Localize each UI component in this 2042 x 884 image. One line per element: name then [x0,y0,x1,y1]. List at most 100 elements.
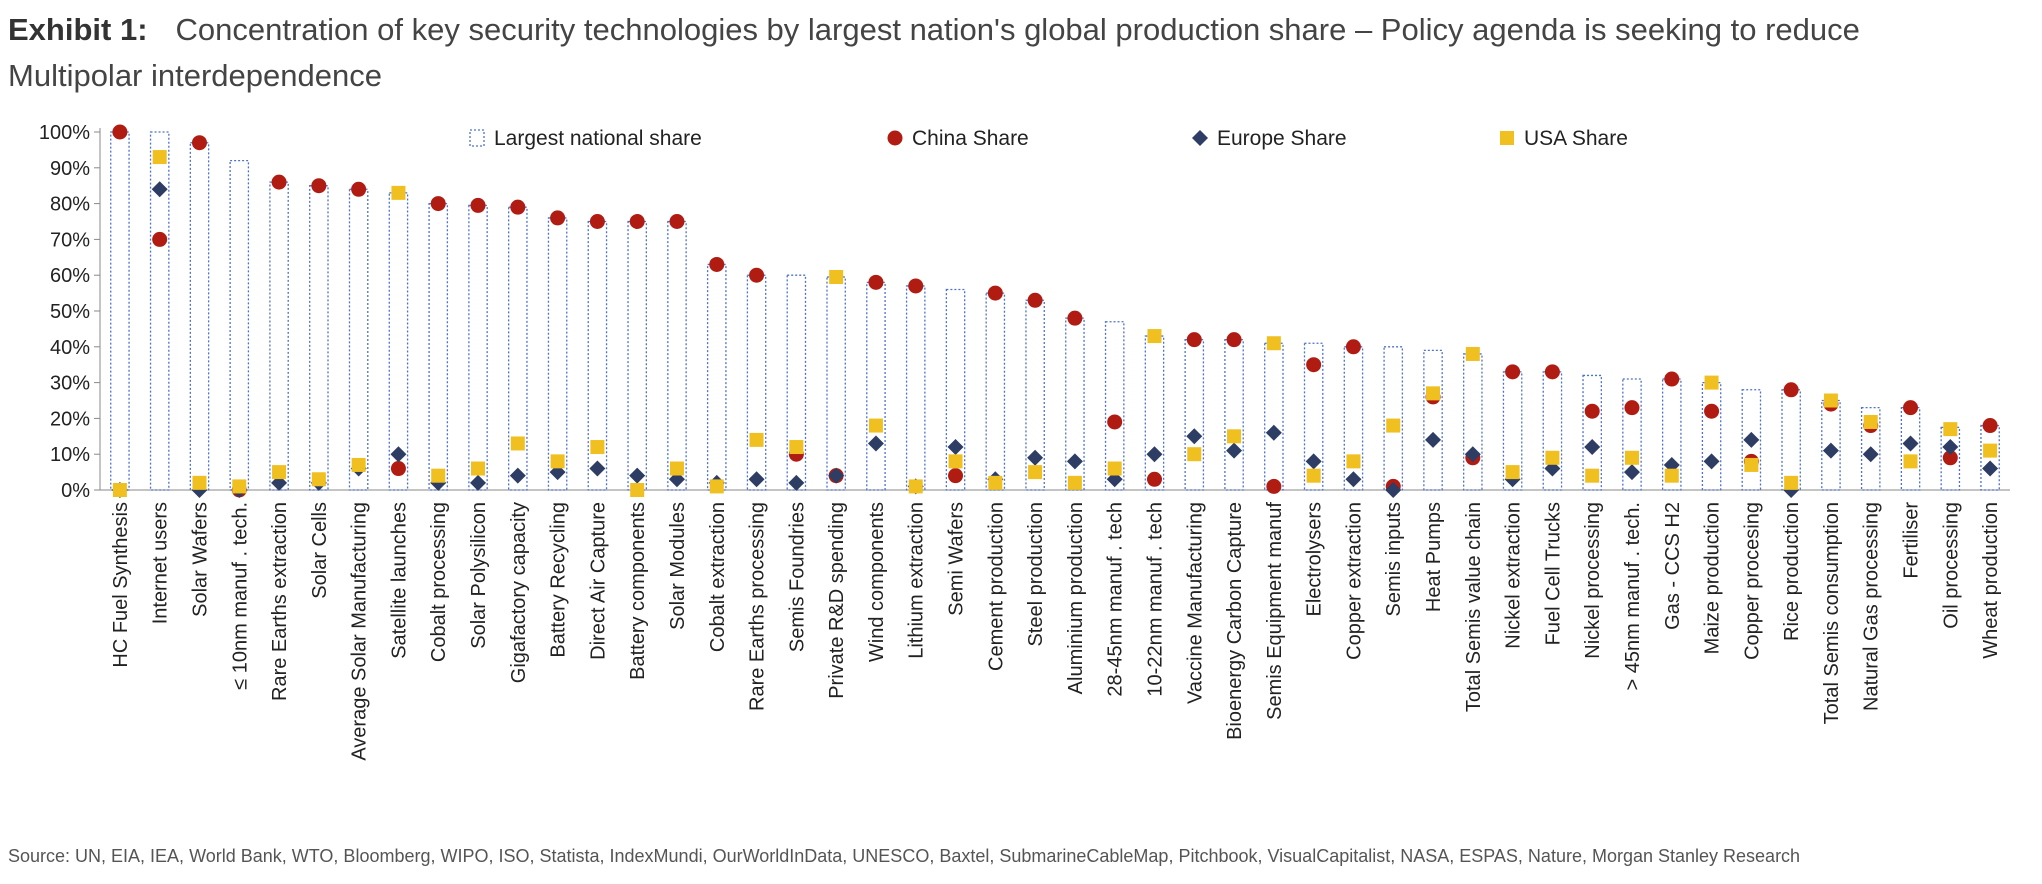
bar-largest-share [1741,389,1762,491]
bar-largest-share [388,192,409,491]
x-tick-label: Semis inputs [1383,502,1405,617]
x-tick-label: Solar Cells [309,502,331,599]
x-tick-label: Fertiliser [1901,502,1923,579]
marker-europe [151,181,168,198]
x-tick-label: Lithium extraction [906,502,928,659]
marker-europe [470,474,487,491]
marker-china [1067,310,1083,326]
marker-china [709,256,725,272]
marker-europe [1703,453,1720,470]
marker-usa [1028,465,1043,480]
legend-swatch-usa [1500,131,1514,145]
marker-usa [391,185,406,200]
x-tick-label: Electrolysers [1304,502,1326,616]
marker-usa [272,465,287,480]
marker-europe [1822,442,1839,459]
marker-usa [1067,475,1082,490]
marker-usa [709,479,724,494]
marker-usa [1545,450,1560,465]
marker-china [1306,357,1322,373]
y-tick-label: 50% [50,301,90,323]
marker-china [351,181,367,197]
bar-largest-share [1343,346,1364,491]
marker-china [1942,450,1958,466]
marker-china [390,461,406,477]
bar-largest-share [1383,346,1404,491]
x-tick-label: Cobalt processing [428,502,450,662]
marker-europe [1146,446,1163,463]
x-tick-label: Vaccine Manufacturing [1184,502,1206,704]
marker-usa [1266,336,1281,351]
marker-china [589,214,605,229]
x-tick-label: 10-22nm manuf . tech [1144,502,1166,697]
source-note: Source: UN, EIA, IEA, World Bank, WTO, B… [8,846,1801,866]
marker-europe [1584,439,1601,456]
bar-largest-share [428,202,449,491]
bar-largest-share [1264,342,1284,491]
x-tick-label: Rare Earths extraction [269,502,291,701]
bar-largest-share [1781,389,1801,491]
bar-largest-share [1701,381,1722,491]
x-tick-label: Fuel Cell Trucks [1542,502,1564,645]
bar-largest-share [1184,338,1205,491]
bar-largest-share [945,288,966,491]
marker-europe [748,471,765,488]
marker-usa [868,418,883,433]
marker-usa [1346,454,1361,469]
bar-largest-share [746,274,767,491]
bar-largest-share [1224,338,1244,491]
x-tick-label: Solar Polysilicon [468,502,490,649]
bar-largest-share [269,181,289,491]
legend-label: USA Share [1524,127,1628,150]
marker-usa [829,269,844,284]
exhibit-label: Exhibit 1: [8,12,148,47]
marker-europe [1743,431,1760,448]
exhibit-header: Exhibit 1: Concentration of key security … [8,10,2038,96]
marker-china [1704,403,1720,419]
x-tick-label: Total Semis consumption [1821,502,1843,724]
marker-china [430,196,446,212]
x-tick-label: 28-45nm manuf . tech [1105,502,1127,697]
marker-usa [1306,468,1321,483]
bar-largest-share [1860,407,1881,491]
y-tick-label: 70% [50,229,90,251]
legend-swatch-china [887,130,903,146]
x-tick-label: Wheat production [1980,502,2002,659]
marker-china [987,285,1003,301]
x-tick-label: Cement production [985,502,1007,671]
marker-europe [629,467,646,484]
x-tick-label: Rice production [1781,502,1803,641]
marker-china [669,214,685,229]
x-tick-label: Internet users [150,502,172,624]
marker-europe [867,435,884,452]
marker-usa [431,468,446,483]
marker-china [271,174,287,190]
marker-china [1544,364,1560,380]
x-tick-label: Semis Equipment manuf [1264,502,1286,720]
marker-usa [1863,414,1878,429]
chart-title: Concentration of key security technologi… [175,12,1860,47]
marker-china [1226,332,1242,348]
marker-usa [1823,393,1838,408]
marker-china [191,135,207,151]
marker-usa [1903,454,1918,469]
x-tick-label: Heat Pumps [1423,502,1445,612]
x-tick-label: Aluminium production [1065,502,1087,694]
marker-europe [1862,446,1879,463]
exhibit-title-line: Exhibit 1: Concentration of key security … [8,10,2038,50]
marker-usa [749,432,764,447]
marker-china [948,468,964,484]
bar-largest-share [706,263,727,491]
marker-usa [590,440,605,455]
x-tick-label: Solar Modules [667,502,689,630]
marker-usa [948,454,963,469]
marker-europe [1942,439,1959,456]
bar-largest-share [985,292,1006,491]
marker-usa [1227,429,1242,444]
x-tick-label: Copper extraction [1343,502,1365,660]
marker-china [1624,400,1640,416]
y-tick-label: 60% [50,265,90,287]
x-tick-label: Satellite launches [388,502,410,659]
y-tick-label: 100% [39,122,90,144]
marker-usa [510,436,525,451]
